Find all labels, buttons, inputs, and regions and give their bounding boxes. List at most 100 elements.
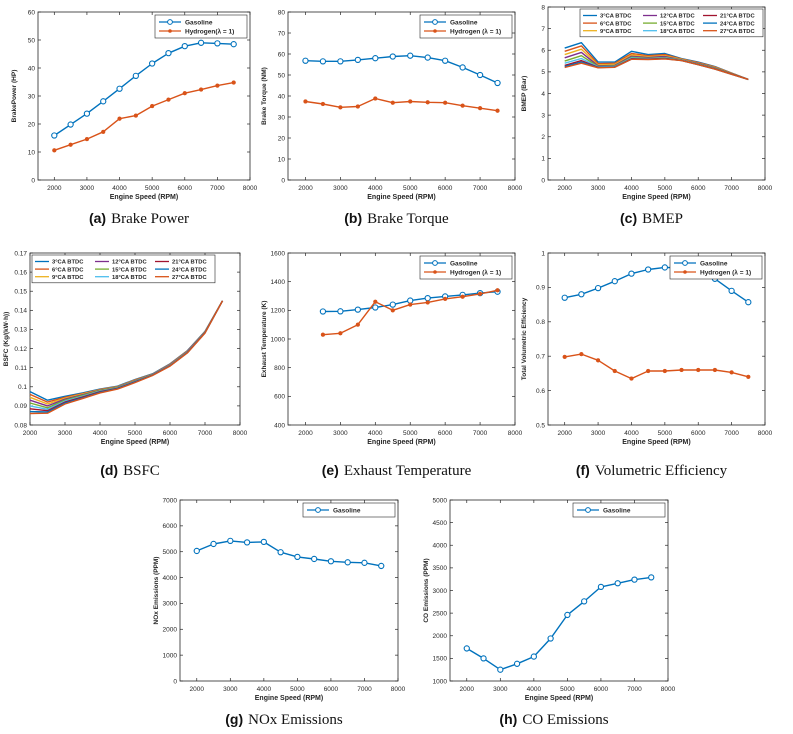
caption-letter: (f) [576, 462, 590, 478]
y-tick-label: 3000 [163, 601, 178, 608]
data-point [181, 43, 188, 50]
data-point [193, 547, 200, 555]
legend-label: 27°CA BTDC [172, 275, 207, 281]
y-tick-label: 3 [541, 112, 545, 119]
x-tick-label: 5000 [403, 185, 418, 192]
legend-label: Gasoline [450, 260, 478, 267]
data-point [389, 301, 396, 308]
x-tick-label: 5000 [560, 686, 575, 693]
y-tick-label: 10 [28, 149, 36, 156]
data-point [319, 308, 327, 315]
x-tick-label: 3000 [223, 686, 238, 693]
data-point [230, 41, 237, 48]
y-tick-label: 50 [28, 37, 36, 44]
data-point [337, 308, 344, 315]
x-tick-label: 5000 [658, 185, 673, 192]
x-tick-label: 7000 [210, 185, 225, 192]
legend-marker [432, 260, 438, 266]
legend-marker [167, 19, 173, 25]
legend-marker [168, 29, 172, 33]
legend-label: 6°CA BTDC [600, 21, 632, 27]
data-point [344, 559, 351, 566]
x-tick-label: 4000 [93, 430, 108, 437]
caption-text: CO Emissions [522, 712, 608, 728]
caption-text: Volumetric Efficiency [595, 463, 728, 479]
x-tick-label: 3000 [58, 430, 73, 437]
y-tick-label: 2 [541, 134, 545, 141]
data-point [480, 655, 487, 662]
legend-box [419, 14, 513, 39]
y-tick-label: 40 [278, 93, 286, 100]
x-tick-label: 3000 [333, 430, 348, 437]
x-tick-label: 5000 [658, 430, 673, 437]
caption-text: NOx Emissions [248, 712, 343, 728]
data-point [215, 83, 220, 88]
data-point [477, 106, 483, 111]
y-tick-label: 4500 [433, 520, 448, 527]
series-line-9 [564, 58, 749, 81]
data-point [407, 297, 414, 304]
data-point [320, 101, 326, 107]
x-tick-label: 4000 [624, 185, 639, 192]
data-point [407, 52, 414, 59]
data-point [101, 129, 106, 134]
caption-letter: (d) [100, 462, 118, 478]
data-point [132, 72, 139, 79]
data-point [197, 39, 205, 46]
caption-a: (a) Brake Power [89, 210, 189, 227]
y-tick-label: 1400 [271, 279, 286, 286]
y-tick-label: 0.09 [14, 403, 27, 410]
data-point [373, 96, 378, 101]
legend-label: Gasoline [603, 507, 631, 514]
legend-label: 15°CA BTDC [112, 267, 147, 273]
legend-marker [432, 19, 438, 25]
data-point [373, 299, 378, 304]
y-tick-label: 70 [278, 30, 286, 37]
x-tick-label: 4000 [527, 686, 542, 693]
y-tick-label: 7 [541, 26, 545, 33]
data-point [594, 284, 602, 292]
y-tick-label: 1000 [433, 678, 448, 685]
y-tick-label: 1 [541, 250, 545, 257]
y-axis-label: NOx Emissions (PPM) [153, 557, 160, 625]
data-point [277, 549, 284, 556]
y-tick-label: 400 [274, 422, 285, 429]
data-point [696, 367, 701, 373]
x-tick-label: 3000 [591, 185, 606, 192]
legend-box [579, 8, 764, 38]
x-tick-label: 7000 [724, 430, 739, 437]
data-point [611, 278, 618, 285]
data-point [562, 354, 567, 360]
data-point [581, 598, 588, 605]
y-tick-label: 0 [31, 177, 35, 184]
x-tick-label: 2000 [298, 430, 313, 437]
legend-label: 6°CA BTDC [52, 267, 84, 273]
legend-label: Hydrogen (λ = 1) [450, 268, 501, 276]
plot-area-b [287, 11, 516, 181]
y-tick-label: 0.6 [536, 388, 545, 395]
y-tick-label: 4 [541, 91, 545, 98]
legend-label: 9°CA BTDC [52, 275, 84, 281]
legend-label: 18°CA BTDC [112, 275, 147, 281]
x-tick-label: 7000 [627, 686, 642, 693]
y-tick-label: 5000 [163, 549, 178, 556]
legend-marker [315, 507, 321, 513]
data-point [378, 562, 385, 570]
data-point [372, 304, 379, 311]
data-point [227, 537, 234, 545]
x-tick-label: 8000 [758, 430, 773, 437]
data-point [198, 87, 204, 92]
y-tick-label: 0.7 [536, 354, 545, 361]
data-point [595, 358, 601, 363]
y-tick-label: 5000 [433, 497, 448, 504]
y-tick-label: 600 [274, 394, 285, 401]
caption-text: BSFC [123, 463, 160, 479]
data-point [302, 57, 309, 64]
legend-label: 9°CA BTDC [600, 29, 632, 35]
legend-label: Gasoline [333, 507, 361, 514]
y-axis-label: Exhaust Temperature (K) [261, 301, 268, 378]
legend-label: 27°CA BTDC [720, 29, 755, 35]
data-point [52, 148, 57, 153]
y-tick-label: 1 [541, 156, 545, 163]
